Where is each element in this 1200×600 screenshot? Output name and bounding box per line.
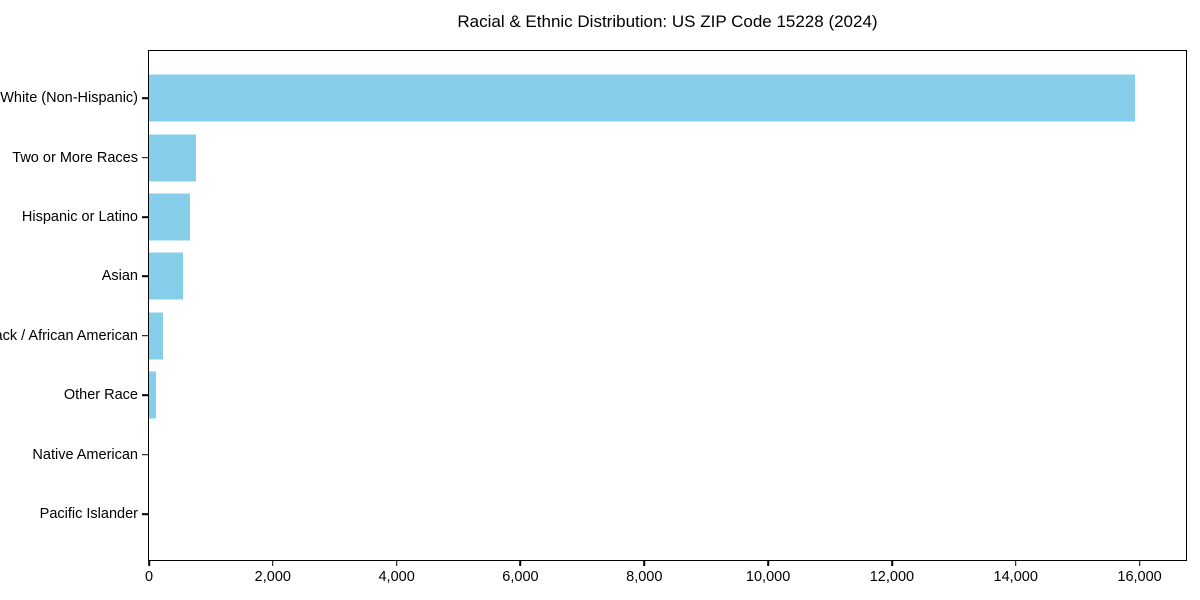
bar-row: Hispanic or Latino <box>22 187 1186 246</box>
x-tick <box>1138 560 1141 566</box>
y-tick <box>142 97 149 99</box>
y-tick <box>142 156 149 159</box>
bar-row: Pacific Islander <box>40 484 1186 543</box>
x-tick <box>395 560 398 566</box>
y-tick <box>142 513 149 515</box>
y-tick <box>142 453 149 456</box>
x-tick-label: 16,000 <box>1117 569 1162 585</box>
bar <box>149 371 157 419</box>
x-tick-label: 6,000 <box>502 569 539 585</box>
category-label: Hispanic or Latino <box>21 208 138 225</box>
x-tick <box>148 560 150 566</box>
x-tick <box>272 560 274 566</box>
x-tick <box>519 560 522 566</box>
bar <box>149 312 164 360</box>
y-tick <box>142 275 149 278</box>
bar-row: Black / African American <box>0 306 1186 365</box>
chart-title: Racial & Ethnic Distribution: US ZIP Cod… <box>457 12 878 31</box>
x-tick-label: 4,000 <box>378 569 415 585</box>
category-label: Asian <box>101 268 138 285</box>
category-label: Pacific Islander <box>39 505 138 522</box>
x-tick-label: 8,000 <box>626 569 663 585</box>
x-tick-label: 2,000 <box>254 569 291 585</box>
bar <box>149 74 1135 122</box>
x-tick <box>643 560 646 566</box>
plot-area: White (Non-Hispanic) Two or More Races His… <box>0 50 1187 585</box>
category-label: Other Race <box>63 387 138 404</box>
x-tick <box>1014 560 1017 566</box>
bar <box>149 193 190 241</box>
x-tick-label: 14,000 <box>993 569 1038 585</box>
x-tick-label: 10,000 <box>745 569 791 585</box>
y-tick <box>142 216 149 218</box>
category-label: White (Non-Hispanic) <box>0 90 138 107</box>
bar-row: Other Race <box>64 366 1186 425</box>
category-label: Two or More Races <box>12 149 138 166</box>
x-tick-label: 0 <box>144 569 154 585</box>
bar-row: Native American <box>32 425 1186 484</box>
bar <box>149 134 196 182</box>
y-tick <box>142 394 149 396</box>
bar <box>149 252 183 300</box>
category-label: Native American <box>32 446 138 463</box>
y-tick <box>142 334 149 337</box>
x-tick <box>767 560 769 566</box>
x-tick <box>891 560 893 566</box>
category-label: Black / African American <box>0 327 138 344</box>
bar-row: Asian <box>102 247 1186 306</box>
x-tick-label: 12,000 <box>869 569 915 585</box>
bar-row: Two or More Races <box>12 128 1186 187</box>
bar-row: White (Non-Hispanic) <box>0 69 1186 128</box>
